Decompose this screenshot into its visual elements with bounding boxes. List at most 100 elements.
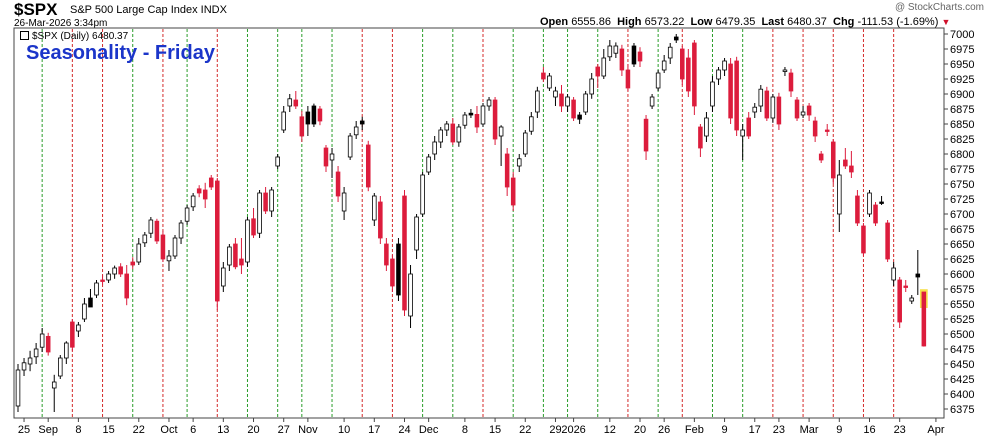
candle-body bbox=[281, 111, 286, 131]
candle-body bbox=[704, 117, 709, 137]
candle-body bbox=[613, 45, 619, 54]
candle-body bbox=[915, 273, 921, 278]
candle-body bbox=[625, 69, 631, 89]
open-label: Open bbox=[540, 16, 569, 28]
candle-body bbox=[734, 60, 739, 131]
candle-body bbox=[130, 261, 136, 266]
legend-label: $SPX (Daily) 6480.37 bbox=[32, 31, 129, 42]
y-tick-label: 6875 bbox=[950, 104, 974, 116]
y-tick-label: 6925 bbox=[950, 74, 974, 86]
x-tick-label: Apr bbox=[927, 424, 944, 436]
candle-body bbox=[492, 99, 498, 140]
candle-body bbox=[94, 282, 99, 296]
x-tick-label: Oct bbox=[160, 424, 177, 436]
candle-body bbox=[462, 114, 468, 126]
candle-body bbox=[637, 51, 643, 62]
candle-body bbox=[305, 111, 311, 125]
candle-body bbox=[541, 72, 546, 80]
last-value: 6480.37 bbox=[787, 16, 827, 28]
candle-body bbox=[88, 297, 93, 308]
candle-body bbox=[221, 267, 226, 287]
candle-body bbox=[450, 123, 456, 143]
x-tick-label: 25 bbox=[18, 424, 30, 436]
candle-body bbox=[227, 246, 232, 266]
candle-body bbox=[824, 129, 830, 132]
y-tick-label: 6850 bbox=[950, 119, 974, 131]
chart-datetime: 26-Mar-2026 3:34pm bbox=[14, 18, 108, 29]
y-tick-label: 6475 bbox=[950, 344, 974, 356]
x-tick-label: 8 bbox=[75, 424, 81, 436]
candle-body bbox=[432, 141, 437, 155]
chg-value: -111.53 (-1.69%) bbox=[857, 16, 939, 28]
candle-body bbox=[245, 219, 250, 263]
y-tick-label: 6650 bbox=[950, 239, 974, 251]
candle-body bbox=[885, 222, 890, 260]
x-tick-label: 22 bbox=[133, 424, 145, 436]
candle-body bbox=[365, 144, 371, 188]
down-arrow-icon: ▼ bbox=[941, 17, 951, 27]
candle-body bbox=[758, 88, 764, 107]
candle-body bbox=[746, 117, 751, 137]
candle-body bbox=[692, 42, 697, 107]
y-tick-label: 6400 bbox=[950, 389, 974, 401]
candle-body bbox=[311, 105, 317, 125]
candle-body bbox=[655, 72, 661, 89]
candle-body bbox=[643, 118, 649, 152]
candle-body bbox=[438, 129, 443, 143]
candle-body bbox=[782, 69, 788, 72]
candle-body bbox=[27, 357, 33, 365]
y-tick-label: 7000 bbox=[950, 29, 974, 41]
low-value: 6479.35 bbox=[715, 16, 756, 28]
candle-body bbox=[631, 45, 637, 65]
x-tick-label: 6 bbox=[190, 424, 196, 436]
candle-body bbox=[136, 243, 142, 263]
candle-body bbox=[535, 90, 540, 113]
y-tick-label: 6500 bbox=[950, 329, 974, 341]
x-tick-label: 13 bbox=[217, 424, 229, 436]
candle-body bbox=[124, 273, 129, 299]
candle-body bbox=[583, 93, 588, 113]
candle-body bbox=[402, 195, 407, 311]
ticker-description: S&P 500 Large Cap Index INDX bbox=[70, 4, 227, 16]
candle-body bbox=[317, 108, 323, 122]
candle-body bbox=[70, 321, 75, 348]
candle-body bbox=[716, 69, 721, 80]
x-tick-label: 17 bbox=[749, 424, 761, 436]
candle-body bbox=[830, 141, 836, 179]
x-tick-label: 15 bbox=[102, 424, 114, 436]
candle-body bbox=[341, 192, 347, 212]
y-tick-label: 6900 bbox=[950, 89, 974, 101]
candle-body bbox=[728, 63, 733, 119]
last-label: Last bbox=[761, 16, 785, 28]
candle-body bbox=[378, 201, 383, 239]
candle-body bbox=[178, 222, 184, 239]
chg-label: Chg bbox=[833, 16, 855, 28]
candle-body bbox=[172, 237, 178, 257]
x-tick-label: Nov bbox=[298, 424, 318, 436]
x-tick-label: 8 bbox=[462, 424, 468, 436]
candle-body bbox=[788, 72, 794, 92]
x-tick-label: 23 bbox=[894, 424, 906, 436]
candle-body bbox=[76, 324, 81, 332]
candle-body bbox=[142, 234, 148, 244]
x-tick-label: Mar bbox=[800, 424, 819, 436]
candle-body bbox=[812, 120, 818, 137]
candle-body bbox=[15, 369, 21, 407]
candle-body bbox=[649, 96, 655, 107]
candle-body bbox=[523, 132, 528, 155]
candle-body bbox=[800, 111, 806, 116]
candle-body bbox=[347, 135, 353, 158]
candle-body bbox=[770, 96, 776, 119]
candle-body bbox=[601, 57, 607, 77]
chart-legend: $SPX (Daily) 6480.37 bbox=[20, 31, 128, 42]
seasonality-annotation: Seasonality - Friday bbox=[26, 42, 215, 64]
candle-body bbox=[903, 285, 908, 288]
candle-body bbox=[577, 114, 582, 120]
ticker-symbol: $SPX bbox=[14, 0, 58, 19]
y-tick-label: 6550 bbox=[950, 299, 974, 311]
candle-body bbox=[897, 279, 902, 323]
x-tick-label: 20 bbox=[634, 424, 646, 436]
candle-body bbox=[426, 156, 431, 173]
